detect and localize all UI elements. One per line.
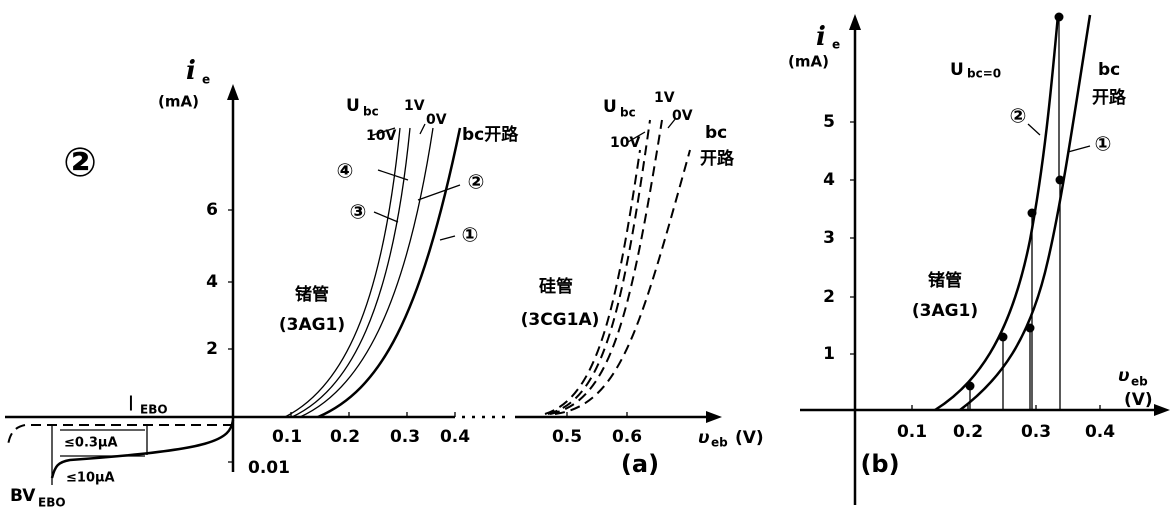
x-symbol: υ [698,428,709,448]
x-tick-label: 0.1 [272,427,302,447]
y-tick-label: 2 [206,339,218,359]
ticks [850,121,1101,410]
ubc-label: 0V [426,112,447,128]
leakage-label: ≤10μA [66,471,115,486]
x-subscript: eb [1131,375,1148,389]
si-model: (3CG1A) [521,310,600,330]
leader-lines [1027,123,1091,153]
x-tick-label: 0.3 [390,427,420,447]
curve-1 [317,127,462,419]
leader-lines [369,117,677,241]
x-symbol: υ [1118,366,1129,386]
curve-1 [959,14,1092,411]
ubc-symbol: U [603,97,617,117]
x-tick-label: 0.4 [1085,422,1115,442]
curve-4 [284,127,401,418]
x-tick-label: 0.3 [1021,422,1051,442]
si-name: 硅管 [539,276,573,297]
leakage-markers [51,425,148,485]
ubc-label: 1V [404,98,425,114]
iebo-symbol: I [128,392,134,416]
ubc-label: 1V [654,90,675,106]
x-tick-label: 0.2 [953,422,983,442]
ge-name: 锗管 [928,270,962,291]
ubc-label: bc开路 [462,124,519,145]
y-symbol: i [186,56,196,86]
y-unit: (mA) [158,93,199,111]
ubc-subscript: bc [363,105,379,119]
y-tick-label: 4 [206,272,218,292]
ticks [228,209,628,463]
ubc-label: bc=0 [967,67,1001,81]
y-unit: (mA) [788,53,829,71]
y-tick-label: 5 [823,112,835,132]
x-tick-label: 0.1 [897,422,927,442]
y-subscript: e [832,38,840,52]
points [965,12,1065,391]
bv-symbol: BV [10,486,36,506]
ubc-subscript: bc [620,106,636,120]
arrow [227,84,239,100]
ubc-symbol: U [950,60,964,80]
leakage-label: ≤0.3μA [64,436,118,451]
x-tick-label: 0.2 [330,427,360,447]
si-curve [554,149,691,415]
curve-2 [934,14,1060,412]
si-curve [544,149,641,415]
arrow [706,411,722,423]
ubc-symbol: U [346,96,360,116]
ubc-label: bc [705,123,727,143]
drop-lines [969,15,1061,410]
curve-marker: ② [1010,104,1027,128]
ubc-label: 0V [672,108,693,124]
open-label: 开路 [1092,87,1127,108]
ubc-label: 10V [610,135,640,151]
y-subscript: e [202,73,210,87]
caption: (b) [860,450,899,478]
curve-marker: ③ [350,200,367,224]
si-curve [549,119,663,415]
y-tick-label: 4 [823,170,835,190]
arrow [1154,404,1170,416]
ge-model: (3AG1) [279,315,345,335]
y-tick-label: 1 [823,344,835,364]
x-unit: (V) [1124,390,1153,410]
curve-marker: ④ [337,159,354,183]
arrow [849,14,861,30]
ge-model: (3AG1) [912,301,978,321]
y-tick-label: 6 [206,200,218,220]
bv-subscript: EBO [38,496,66,510]
ubc-label: 开路 [700,148,735,169]
x-unit: (V) [735,428,764,448]
caption: (a) [621,450,659,478]
y-tick-label: 2 [823,287,835,307]
ubc-label: 10V [366,128,396,144]
leakage-curve [7,424,233,446]
open-label: bc [1098,60,1120,80]
curve-marker: ① [462,223,479,247]
iebo-subscript: EBO [140,403,168,417]
figure-label: ② [63,140,97,186]
curve-3 [291,127,411,418]
curve-marker: ② [468,170,485,194]
x-subscript: eb [711,436,728,450]
si-curve [547,119,651,415]
x-tick-label: 0.4 [440,427,470,447]
x-tick-label: 0.5 [552,427,582,447]
x-tick-label: 0.6 [612,427,642,447]
y-symbol: i [816,22,826,52]
ge-name: 锗管 [295,284,329,305]
panel-b: i e (mA) 1 2 3 4 5 0.1 0.2 0.3 0.4 υ eb … [788,12,1170,505]
curve-2 [299,127,434,418]
neg-tick-label: 0.01 [248,458,290,478]
y-tick-label: 3 [823,228,835,248]
curve-marker: ① [1095,132,1112,156]
panel-a: ② i e (mA) 2 4 6 0.1 0.2 0.3 0.4 0.5 0.6… [5,56,764,510]
